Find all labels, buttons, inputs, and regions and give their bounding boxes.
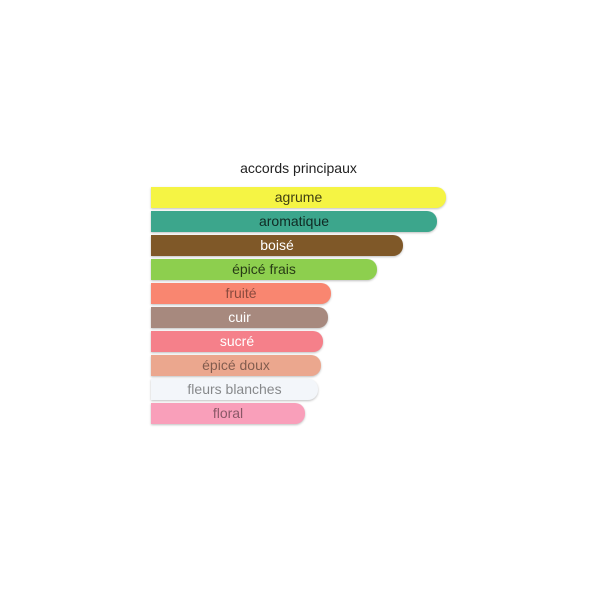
accords-chart: accords principaux agrume aromatique boi… (151, 160, 446, 427)
accord-label: floral (212, 405, 244, 421)
accord-label: fruité (225, 285, 257, 301)
accord-bar: fruité (151, 283, 331, 304)
accord-bar: aromatique (151, 211, 437, 232)
accord-bar: épicé doux (151, 355, 321, 376)
accord-bar: fleurs blanches (151, 379, 318, 400)
accord-bar: floral (151, 403, 305, 424)
accord-label: fleurs blanches (187, 381, 282, 397)
accord-label: cuir (228, 309, 251, 325)
accord-bar: agrume (151, 187, 446, 208)
accord-bar: boisé (151, 235, 403, 256)
accord-label: aromatique (258, 213, 330, 229)
accord-bar: épicé frais (151, 259, 377, 280)
accord-bars: agrume aromatique boisé épicé frais frui… (151, 187, 446, 424)
accord-label: agrume (274, 189, 323, 205)
accord-label: épicé doux (202, 357, 270, 373)
accord-bar: sucré (151, 331, 323, 352)
accord-label: boisé (260, 237, 294, 253)
chart-title: accords principaux (240, 160, 357, 176)
accord-label: sucré (219, 333, 255, 349)
accord-bar: cuir (151, 307, 328, 328)
accord-label: épicé frais (232, 261, 296, 277)
